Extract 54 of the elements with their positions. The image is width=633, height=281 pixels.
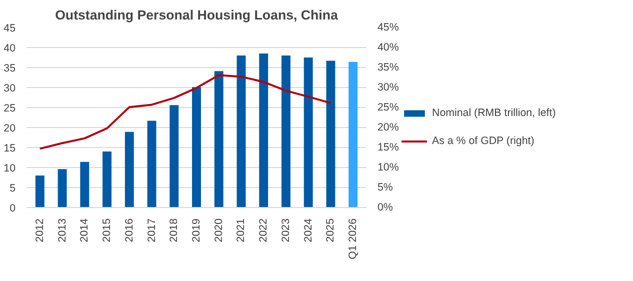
x-tick-label: 2021	[235, 218, 248, 242]
y-tick-label: 20	[4, 122, 16, 134]
y-tick-label: 40	[4, 42, 16, 54]
y2-tick-label: 45%	[378, 22, 400, 34]
bar	[326, 60, 336, 208]
y2-tick-label: 0%	[378, 202, 394, 214]
y-tick-label: 15	[4, 142, 16, 154]
x-tick-label: 2019	[190, 218, 202, 242]
line-series	[38, 74, 332, 150]
bar	[58, 169, 67, 208]
chart-title: Outstanding Personal Housing Loans, China	[55, 8, 339, 22]
legend-label: As a % of GDP (right)	[432, 134, 534, 146]
y2-tick-label: 5%	[378, 182, 394, 194]
x-tick-label: 2018	[168, 218, 180, 242]
y-tick-label: 30	[4, 82, 16, 94]
y2-tick-label: 40%	[378, 42, 400, 54]
bar	[170, 105, 179, 208]
bar	[236, 56, 246, 208]
y-tick-label: 5	[10, 182, 16, 194]
bar	[304, 58, 313, 208]
x-tick-label: 2012	[34, 218, 46, 242]
x-tick-label: 2017	[146, 218, 158, 242]
y2-tick-label: 35%	[378, 62, 400, 74]
y2-tick-label: 30%	[378, 82, 400, 94]
y-tick-label: 45	[4, 22, 16, 34]
bar	[80, 162, 90, 208]
bar	[348, 62, 358, 208]
y2-tick-label: 10%	[378, 162, 400, 174]
legend-label: Nominal (RMB trillion, left)	[432, 106, 556, 118]
bar	[35, 176, 44, 208]
bar	[214, 71, 224, 208]
x-tick-label: 2014	[78, 218, 91, 242]
x-tick-label: 2020	[212, 218, 225, 242]
bar	[147, 120, 156, 208]
x-tick-label: 2013	[56, 218, 68, 242]
x-tick-label: 2025	[324, 218, 337, 242]
x-tick-label: 2024	[302, 218, 314, 242]
bar	[259, 54, 268, 208]
y-tick-label: 10	[4, 162, 16, 174]
y-tick-label: 35	[4, 62, 16, 74]
y2-tick-label: 20%	[378, 122, 400, 134]
y-tick-label: 0	[10, 202, 16, 214]
x-tick-label: Q1 2026	[347, 218, 360, 260]
x-tick-label: 2023	[280, 218, 292, 242]
x-tick-label: 2016	[123, 218, 136, 242]
bar	[102, 152, 112, 208]
bar	[124, 132, 134, 208]
bar	[192, 87, 201, 208]
y2-tick-label: 25%	[378, 102, 400, 114]
x-tick-label: 2015	[101, 218, 114, 242]
x-tick-label: 2022	[258, 218, 270, 242]
y2-tick-label: 15%	[378, 142, 400, 154]
y-tick-label: 25	[4, 102, 16, 114]
bar	[282, 56, 290, 208]
